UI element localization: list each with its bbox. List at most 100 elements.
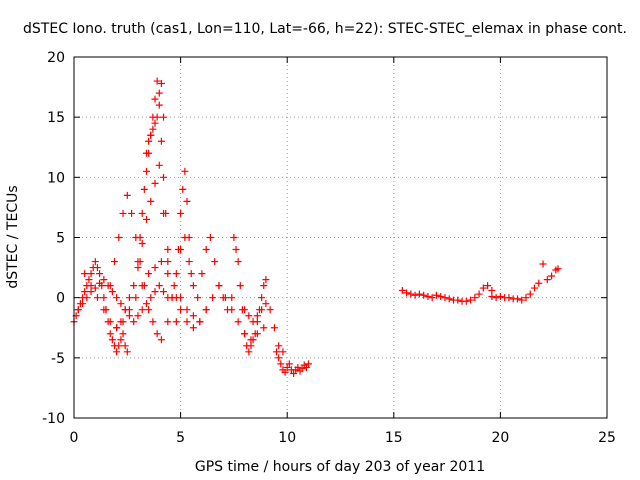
y-axis-label: dSTEC / TECUs [5, 185, 21, 288]
data-point [258, 294, 266, 302]
data-point [106, 330, 114, 338]
series-arc-M [273, 348, 313, 377]
data-point [115, 342, 123, 350]
x-tick-label: 20 [491, 430, 509, 446]
data-point [142, 215, 150, 223]
data-point [140, 282, 148, 290]
data-point [100, 276, 108, 284]
data-point [174, 246, 182, 254]
data-point [145, 137, 153, 145]
data-point [398, 286, 406, 294]
data-point [108, 288, 116, 296]
data-point [202, 306, 210, 314]
data-point [81, 288, 89, 296]
data-point [228, 306, 236, 314]
data-point [245, 312, 253, 320]
data-point [241, 306, 249, 314]
data-point [134, 312, 142, 320]
y-tick-label: 5 [56, 231, 65, 247]
data-point [285, 360, 293, 368]
data-point [117, 336, 125, 344]
data-point [249, 318, 257, 326]
data-point [543, 276, 551, 284]
data-point [134, 258, 142, 266]
data-point [260, 282, 268, 290]
data-point [294, 363, 302, 371]
data-point [432, 291, 440, 299]
data-point [81, 270, 89, 278]
data-point [102, 306, 110, 314]
data-point [138, 240, 146, 248]
data-point [121, 306, 129, 314]
data-point [232, 246, 240, 254]
data-point [275, 342, 283, 350]
y-tick-label: 15 [47, 110, 65, 126]
data-point [183, 318, 191, 326]
data-point [305, 360, 313, 368]
data-point [172, 270, 180, 278]
data-point [535, 279, 543, 287]
data-point [155, 282, 163, 290]
data-point [228, 294, 236, 302]
data-point [189, 282, 197, 290]
data-point [87, 282, 95, 290]
data-point [492, 294, 500, 302]
data-point [454, 296, 462, 304]
data-point [119, 209, 127, 217]
data-point [245, 348, 253, 356]
data-points [70, 77, 562, 377]
data-point [164, 258, 172, 266]
data-point [196, 318, 204, 326]
series-arc-N [398, 282, 496, 305]
data-point [428, 294, 436, 302]
y-tick-label: 0 [56, 291, 65, 307]
data-point [260, 324, 268, 332]
data-point [147, 131, 155, 139]
data-point [157, 137, 165, 145]
data-point [302, 363, 310, 371]
data-point [151, 119, 159, 127]
data-point [471, 294, 479, 302]
data-point [87, 288, 95, 296]
data-point [526, 290, 534, 298]
data-point [189, 324, 197, 332]
data-point [74, 306, 82, 314]
data-point [266, 306, 274, 314]
plot-frame [73, 56, 608, 419]
data-point [79, 300, 87, 308]
data-point [445, 295, 453, 303]
x-axis-label: GPS time / hours of day 203 of year 2011 [195, 459, 485, 475]
data-point [462, 297, 470, 305]
data-point [170, 282, 178, 290]
data-point [189, 312, 197, 320]
data-point [149, 318, 157, 326]
data-point [441, 294, 449, 302]
data-point [125, 312, 133, 320]
data-point [164, 318, 172, 326]
data-point [262, 300, 270, 308]
data-point [96, 270, 104, 278]
data-point [160, 288, 168, 296]
data-point [106, 282, 114, 290]
data-point [164, 270, 172, 278]
data-point [194, 294, 202, 302]
data-point [115, 234, 123, 241]
data-point [183, 306, 191, 314]
data-point [145, 270, 153, 278]
data-point [157, 79, 165, 87]
data-point [151, 288, 159, 296]
data-point [262, 276, 270, 284]
data-point [93, 294, 101, 302]
data-point [138, 209, 146, 217]
data-point [230, 234, 238, 241]
data-point [273, 348, 281, 356]
data-point [221, 294, 229, 302]
data-point [215, 282, 223, 290]
data-point [202, 246, 210, 254]
x-tick-label: 0 [70, 430, 79, 446]
data-point [298, 365, 306, 373]
data-point [177, 306, 185, 314]
series-arc-L [241, 300, 287, 356]
data-point [87, 270, 95, 278]
data-point [488, 292, 496, 300]
